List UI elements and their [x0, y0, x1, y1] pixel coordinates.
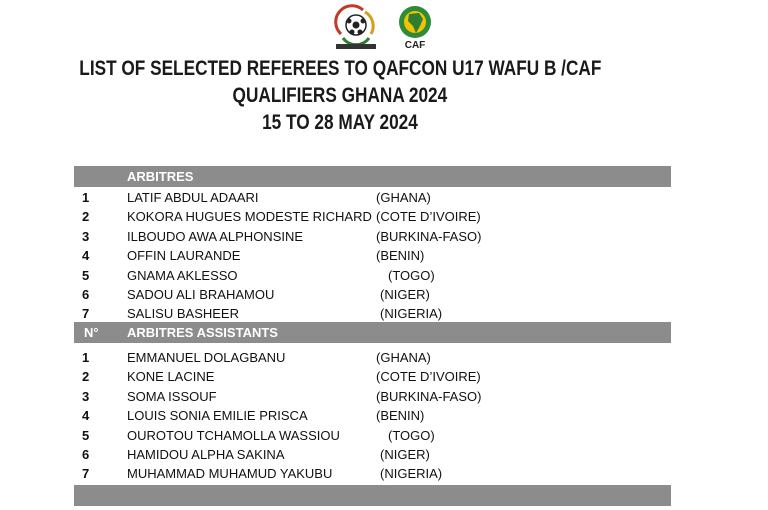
referee-name: EMMANUEL DOLAGBANU [127, 350, 286, 365]
referee-country: (TOGO) [388, 267, 435, 283]
referee-country: (NIGERIA) [380, 306, 443, 322]
referee-country: (BURKINA-FASO) [376, 388, 482, 404]
row-number: 2 [82, 369, 90, 385]
table-row: 2 KOKORA HUGUES MODESTE RICHARD (COTE D’IV… [74, 207, 671, 226]
row-number: 4 [82, 248, 90, 264]
row-number: 7 [82, 466, 90, 482]
referee-name: SADOU ALI BRAHAMOU [127, 287, 275, 302]
table-row: 4 OFFIN LAURANDE (BENIN) [74, 246, 671, 265]
referee-name: ILBOUDO AWA ALPHONSINE [127, 228, 304, 244]
section-title: ARBITRES [127, 169, 194, 184]
referee-country: (BURKINA-FASO) [376, 228, 482, 244]
row-number: 3 [82, 388, 90, 404]
referee-country: (NIGER) [380, 287, 430, 302]
row-number: 7 [82, 306, 90, 322]
row-number: 5 [82, 427, 90, 443]
referee-country: (BENIN) [376, 408, 425, 424]
referee-country: (TOGO) [388, 427, 435, 443]
row-number: 6 [82, 287, 90, 302]
referee-name: LATIF ABDUL ADAARI [127, 190, 259, 205]
document-title-line-2: QUALIFIERS GHANA 2024 [232, 84, 448, 107]
footer-bar [74, 485, 671, 506]
row-number: 4 [82, 408, 90, 424]
row-number: 1 [82, 190, 90, 205]
table-row: 5 OUROTOU TCHAMOLLA WASSIOU (TOGO) [74, 426, 671, 445]
svg-text:CAF: CAF [405, 40, 426, 50]
document-title-line-1: LIST OF SELECTED REFEREES TO QAFCON U17 … [78, 57, 602, 80]
table-row: 1 EMMANUEL DOLAGBANU (GHANA) [74, 348, 671, 367]
table-row: 3 ILBOUDO AWA ALPHONSINE (BURKINA-FASO) [74, 227, 671, 246]
referee-name: SALISU BASHEER [127, 306, 239, 322]
row-number: 6 [82, 447, 90, 462]
table-row: 6 HAMIDOU ALPHA SAKINA (NIGER) [74, 445, 671, 464]
row-number: 3 [82, 228, 90, 244]
referee-name: LOUIS SONIA EMILIE PRISCA [127, 408, 308, 424]
referee-name: KOKORA HUGUES MODESTE RICHARD [127, 209, 372, 225]
referee-country: (BENIN) [376, 248, 425, 264]
row-number: 2 [82, 209, 90, 225]
table-row: 1 LATIF ABDUL ADAARI (GHANA) [74, 188, 671, 207]
section-title: ARBITRES ASSISTANTS [127, 325, 278, 340]
referee-name: HAMIDOU ALPHA SAKINA [127, 447, 285, 462]
referee-country: (GHANA) [376, 190, 431, 205]
referee-country: (COTE D’IVOIRE) [376, 209, 481, 225]
row-number: 1 [82, 350, 90, 365]
table-row: 5 GNAMA AKLESSO (TOGO) [74, 266, 671, 285]
referee-name: OUROTOU TCHAMOLLA WASSIOU [127, 427, 340, 443]
assistants-header: N° ARBITRES ASSISTANTS [74, 322, 671, 343]
referee-name: GNAMA AKLESSO [127, 267, 238, 283]
referee-country: (COTE D’IVOIRE) [376, 369, 481, 385]
table-row: 6 SADOU ALI BRAHAMOU (NIGER) [74, 285, 671, 304]
caf-zone-logo [333, 4, 379, 55]
referee-name: SOMA ISSOUF [127, 388, 217, 404]
number-header: N° [84, 325, 99, 340]
referee-name: KONE LACINE [127, 369, 215, 385]
referee-name: MUHAMMAD MUHAMUD YAKUBU [127, 466, 333, 482]
table-row: 2 KONE LACINE (COTE D’IVOIRE) [74, 367, 671, 386]
referee-country: (NIGER) [380, 447, 430, 462]
document-title-line-3: 15 TO 28 MAY 2024 [262, 111, 418, 134]
caf-logo: CAF [392, 4, 438, 55]
table-row: 4 LOUIS SONIA EMILIE PRISCA (BENIN) [74, 406, 671, 425]
referee-country: (GHANA) [376, 350, 431, 365]
row-number: 5 [82, 267, 90, 283]
table-row: 7 MUHAMMAD MUHAMUD YAKUBU (NIGERIA) [74, 464, 671, 483]
referees-header: ARBITRES [74, 166, 671, 187]
referee-name: OFFIN LAURANDE [127, 248, 241, 264]
table-row: 7 SALISU BASHEER (NIGERIA) [74, 304, 671, 323]
table-row: 3 SOMA ISSOUF (BURKINA-FASO) [74, 387, 671, 406]
referee-country: (NIGERIA) [380, 466, 443, 482]
